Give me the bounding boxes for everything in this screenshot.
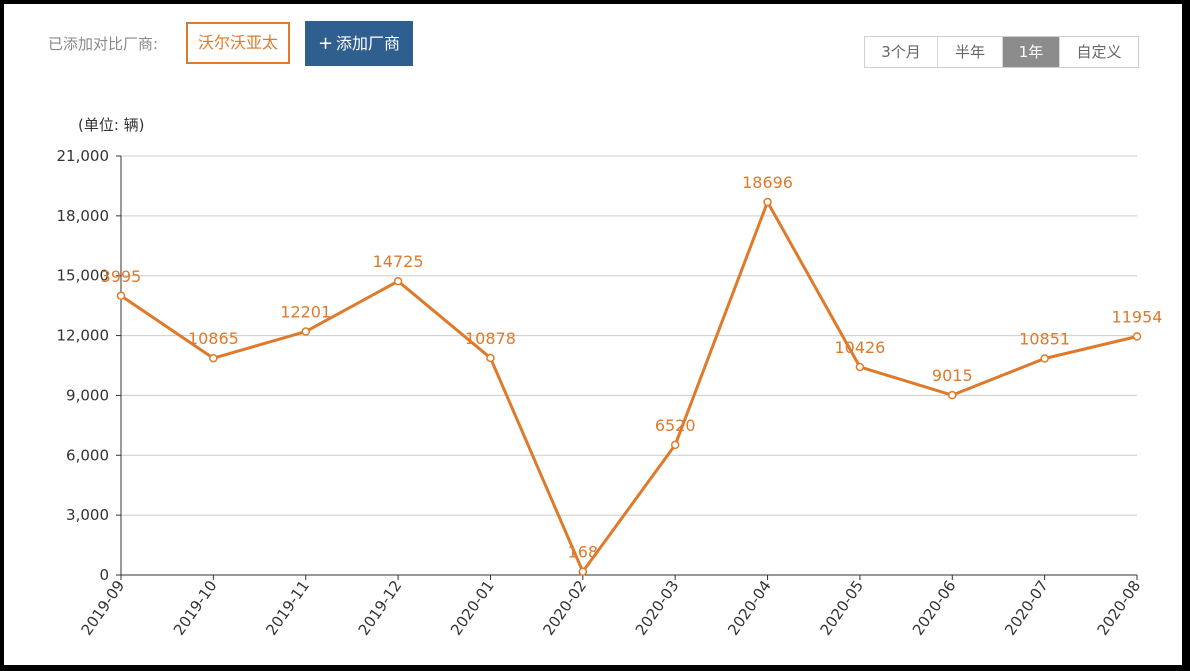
plus-icon: +: [317, 33, 334, 54]
y-tick-label: 9,000: [66, 386, 109, 404]
data-label: 14725: [373, 252, 424, 271]
x-tick-label: 2020-05: [816, 577, 867, 639]
add-brand-label: 添加厂商: [336, 34, 401, 53]
chart-panel: 已添加对比厂商: 沃尔沃亚太 + 添加厂商 3个月 半年 1年 自定义 (单位: …: [4, 4, 1182, 665]
data-label: 10851: [1019, 329, 1070, 348]
series-line: [120, 200, 1138, 574]
data-point: [116, 291, 126, 301]
data-label: 18696: [742, 173, 793, 192]
x-tick-label: 2020-02: [539, 577, 590, 639]
data-label: 12201: [280, 303, 331, 322]
data-label: 6520: [655, 416, 696, 435]
x-tick-label: 2020-07: [1001, 577, 1052, 639]
y-tick-label: 18,000: [57, 207, 110, 225]
time-range-tabs: 3个月 半年 1年 自定义: [864, 36, 1139, 68]
x-tick-label: 2020-01: [447, 577, 498, 639]
y-tick-label: 3,000: [66, 506, 109, 524]
data-point: [578, 567, 588, 576]
add-brand-button[interactable]: + 添加厂商: [305, 21, 413, 66]
y-tick-label: 6,000: [66, 446, 109, 464]
data-point: [670, 440, 680, 450]
data-label: 10865: [188, 329, 239, 348]
x-tick-label: 2020-08: [1094, 577, 1145, 639]
x-tick-label: 2020-04: [724, 577, 775, 639]
data-label: 11954: [1112, 307, 1163, 326]
tab-3-months[interactable]: 3个月: [865, 37, 938, 67]
y-tick-label: 12,000: [57, 327, 110, 345]
added-brands-label: 已添加对比厂商:: [48, 35, 159, 53]
x-tick-label: 2019-11: [262, 577, 313, 639]
data-label: 10878: [465, 329, 516, 348]
compare-toolbar: 已添加对比厂商: 沃尔沃亚太 + 添加厂商 3个月 半年 1年 自定义: [4, 4, 1182, 84]
brand-chip[interactable]: 沃尔沃亚太: [186, 22, 290, 64]
data-point: [486, 353, 495, 363]
unit-label: (单位: 辆): [78, 116, 145, 134]
y-tick-label: 0: [99, 566, 109, 584]
data-point: [855, 362, 865, 372]
tab-1-year[interactable]: 1年: [1003, 37, 1060, 67]
x-tick-label: 2019-09: [78, 577, 129, 639]
data-label: 10426: [834, 338, 885, 357]
tab-custom[interactable]: 自定义: [1060, 37, 1138, 67]
data-point: [763, 197, 772, 207]
data-label: 9015: [932, 366, 973, 385]
data-point: [1132, 332, 1142, 341]
data-point: [301, 327, 310, 336]
data-point: [209, 353, 218, 363]
x-tick-label: 2019-10: [170, 577, 221, 639]
data-label: 168: [568, 543, 599, 562]
data-point: [948, 390, 957, 400]
line-chart: 0 3,000 6,000 9,000 12,000 15,000 18,000 21,000…: [57, 147, 1163, 639]
x-tick-label: 2020-03: [632, 577, 683, 639]
tab-half-year[interactable]: 半年: [938, 37, 1003, 67]
y-tick-label: 15,000: [57, 267, 110, 285]
data-point: [1040, 354, 1049, 363]
y-tick-label: 21,000: [57, 147, 110, 165]
x-tick-label: 2020-06: [909, 577, 960, 639]
data-point: [393, 276, 403, 286]
data-label: 3995: [101, 267, 142, 286]
x-tick-label: 2019-12: [355, 577, 406, 639]
